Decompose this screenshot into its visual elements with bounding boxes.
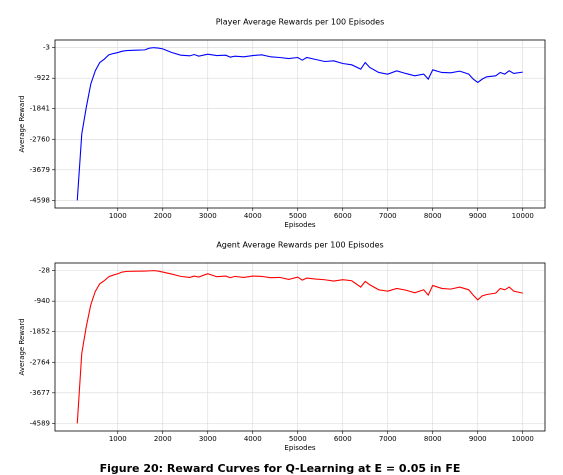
x-tick-label: 10000 <box>512 212 534 220</box>
chart-title: Player Average Rewards per 100 Episodes <box>216 18 385 27</box>
x-tick-label: 10000 <box>512 435 534 443</box>
plot-frame <box>54 39 546 209</box>
x-tick-label: 4000 <box>244 435 262 443</box>
data-line <box>76 270 523 424</box>
x-tick-label: 5000 <box>289 435 307 443</box>
caption: Figure 20: Reward Curves for Q-Learning … <box>100 462 461 475</box>
x-tick-label: 9000 <box>469 435 487 443</box>
x-tick-label: 6000 <box>334 212 352 220</box>
y-tick-label: -4589 <box>30 419 50 427</box>
chart-title: Agent Average Rewards per 100 Episodes <box>216 241 383 250</box>
x-tick-label: 2000 <box>154 212 172 220</box>
x-tick-label: 4000 <box>244 212 262 220</box>
y-tick-label: -2760 <box>30 135 50 143</box>
y-axis-label: Average Reward <box>18 318 26 375</box>
plot-frame <box>54 262 546 432</box>
x-tick-label: 8000 <box>424 212 442 220</box>
x-tick-label: 3000 <box>199 212 217 220</box>
x-tick-label: 1000 <box>109 435 127 443</box>
y-tick-label: -3679 <box>30 166 50 174</box>
y-tick-label: -3677 <box>30 389 50 397</box>
data-line <box>76 47 523 201</box>
y-tick-label: -940 <box>34 297 50 305</box>
x-tick-label: 9000 <box>469 212 487 220</box>
x-tick-label: 2000 <box>154 435 172 443</box>
x-tick-label: 8000 <box>424 435 442 443</box>
y-tick-label: -2764 <box>30 358 51 366</box>
y-tick-label: -4598 <box>30 196 50 204</box>
y-tick-label: -3 <box>43 44 50 52</box>
x-axis-label: Episodes <box>284 444 315 452</box>
y-tick-label: -922 <box>34 74 50 82</box>
x-tick-label: 7000 <box>379 212 397 220</box>
y-tick-label: -1852 <box>30 328 50 336</box>
y-axis-label: Average Reward <box>18 95 26 152</box>
x-axis-label: Episodes <box>284 221 315 229</box>
x-tick-label: 5000 <box>289 212 307 220</box>
x-tick-label: 7000 <box>379 435 397 443</box>
x-tick-label: 1000 <box>109 212 127 220</box>
y-tick-label: -28 <box>39 267 50 275</box>
x-tick-label: 6000 <box>334 435 352 443</box>
x-tick-label: 3000 <box>199 435 217 443</box>
y-tick-label: -1841 <box>30 105 50 113</box>
